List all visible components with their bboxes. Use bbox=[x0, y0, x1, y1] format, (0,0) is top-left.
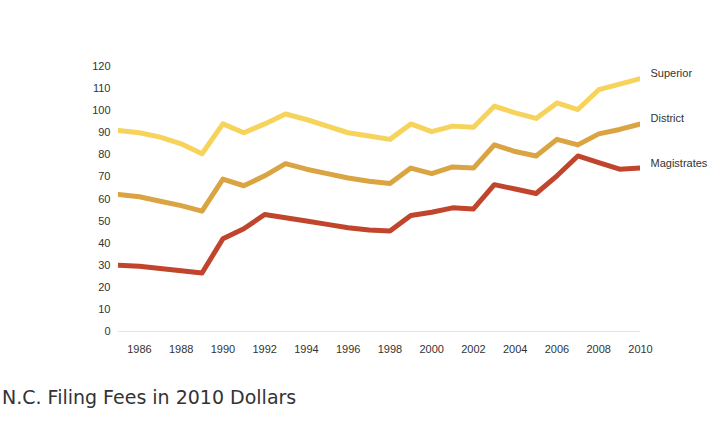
svg-text:1986: 1986 bbox=[127, 343, 151, 355]
svg-text:District: District bbox=[651, 112, 685, 124]
svg-text:Superior: Superior bbox=[651, 67, 693, 79]
svg-text:2004: 2004 bbox=[503, 343, 527, 355]
svg-text:1992: 1992 bbox=[252, 343, 276, 355]
svg-text:70: 70 bbox=[98, 170, 110, 182]
svg-text:10: 10 bbox=[98, 303, 110, 315]
svg-text:60: 60 bbox=[98, 193, 110, 205]
svg-text:80: 80 bbox=[98, 148, 110, 160]
svg-text:2000: 2000 bbox=[419, 343, 443, 355]
svg-text:110: 110 bbox=[93, 82, 111, 94]
html-text:N.C. Filing Fees in 2010 Dolla: N.C. Filing Fees in 2010 Dollars bbox=[2, 386, 297, 408]
svg-text:20: 20 bbox=[98, 281, 110, 293]
svg-text:1998: 1998 bbox=[378, 343, 402, 355]
svg-text:1990: 1990 bbox=[211, 343, 235, 355]
svg-text:1994: 1994 bbox=[294, 343, 318, 355]
svg-text:90: 90 bbox=[98, 126, 110, 138]
svg-text:40: 40 bbox=[98, 237, 110, 249]
svg-text:2010: 2010 bbox=[628, 343, 652, 355]
svg-text:1996: 1996 bbox=[336, 343, 360, 355]
svg-text:1988: 1988 bbox=[169, 343, 193, 355]
svg-text:30: 30 bbox=[98, 259, 110, 271]
svg-text:0: 0 bbox=[104, 325, 110, 337]
svg-text:2006: 2006 bbox=[545, 343, 569, 355]
svg-text:Magistrates: Magistrates bbox=[651, 157, 708, 169]
svg-text:50: 50 bbox=[98, 215, 110, 227]
svg-text:2008: 2008 bbox=[586, 343, 610, 355]
svg-text:2002: 2002 bbox=[461, 343, 485, 355]
svg-text:100: 100 bbox=[92, 104, 110, 116]
svg-text:120: 120 bbox=[92, 60, 110, 72]
